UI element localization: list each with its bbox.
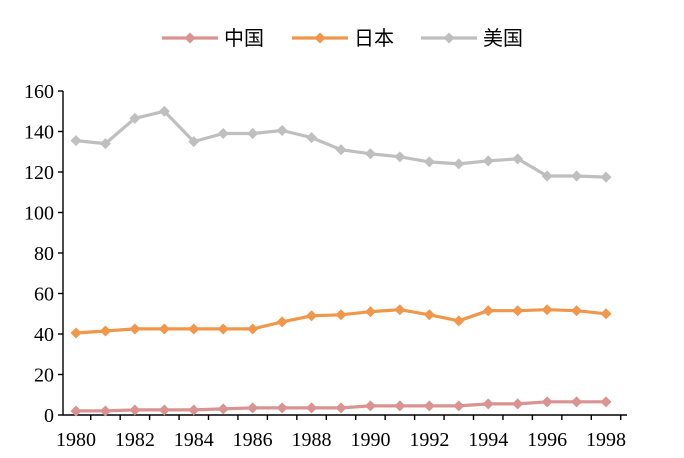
legend-item: 日本	[292, 26, 394, 50]
data-point	[482, 155, 494, 167]
data-point	[571, 305, 583, 317]
data-point	[188, 136, 200, 148]
y-tick-label: 20	[34, 365, 54, 387]
data-point	[512, 398, 524, 410]
data-point	[247, 128, 259, 140]
y-tick-label: 80	[34, 243, 54, 265]
data-point	[335, 402, 347, 414]
data-point	[482, 398, 494, 410]
data-point	[571, 170, 583, 182]
data-point	[276, 402, 288, 414]
legend-marker	[443, 32, 455, 44]
data-point	[600, 396, 612, 408]
data-point	[276, 124, 288, 136]
data-point	[453, 400, 465, 412]
data-point	[217, 323, 229, 335]
data-point	[129, 404, 141, 416]
data-point	[453, 158, 465, 170]
y-tick-label: 60	[34, 284, 54, 306]
data-point	[364, 306, 376, 318]
y-tick-label: 140	[24, 122, 54, 144]
data-point	[423, 156, 435, 168]
data-point	[70, 135, 82, 147]
data-point	[571, 396, 583, 408]
axes: 0 20 40 60 80 100 120 140 160 1980 1982 1984 1986 198…	[24, 81, 627, 451]
data-point	[306, 132, 318, 144]
series-1	[70, 304, 612, 339]
x-tick-label: 1990	[350, 429, 390, 451]
data-point	[99, 325, 111, 337]
data-point	[364, 400, 376, 412]
y-tick-label: 100	[24, 203, 54, 225]
data-point	[423, 309, 435, 321]
x-tick-label: 1984	[174, 429, 214, 451]
series-0	[70, 396, 612, 417]
data-point	[217, 403, 229, 415]
data-point	[188, 404, 200, 416]
data-point	[247, 402, 259, 414]
y-tick-label: 160	[24, 81, 54, 103]
data-point	[512, 153, 524, 165]
data-point	[453, 315, 465, 327]
data-point	[541, 396, 553, 408]
data-point	[70, 327, 82, 339]
data-point	[306, 402, 318, 414]
data-point	[306, 310, 318, 322]
x-tick-label: 1980	[56, 429, 96, 451]
data-point	[158, 404, 170, 416]
legend-label: 美国	[483, 26, 523, 50]
x-tick-label: 1998	[586, 429, 626, 451]
y-tick-label: 40	[34, 324, 54, 346]
data-point	[394, 400, 406, 412]
data-point	[158, 323, 170, 335]
series-2	[70, 105, 612, 183]
legend-item: 美国	[421, 26, 523, 50]
legend-marker	[184, 32, 196, 44]
series-layer	[70, 105, 612, 417]
x-tick-label: 1988	[292, 429, 332, 451]
data-point	[541, 170, 553, 182]
data-point	[129, 112, 141, 124]
legend: 中国 日本 美国	[162, 26, 523, 50]
data-point	[99, 138, 111, 150]
data-point	[276, 316, 288, 328]
data-point	[99, 405, 111, 417]
data-point	[394, 304, 406, 316]
data-point	[129, 323, 141, 335]
data-point	[482, 305, 494, 317]
x-tick-label: 1994	[468, 429, 508, 451]
y-tick-label: 120	[24, 162, 54, 184]
data-point	[335, 309, 347, 321]
data-point	[158, 105, 170, 117]
data-point	[394, 151, 406, 163]
y-tick-label: 0	[44, 405, 54, 427]
x-tick-label: 1996	[527, 429, 567, 451]
data-point	[335, 144, 347, 156]
data-point	[217, 128, 229, 140]
data-point	[188, 323, 200, 335]
x-tick-label: 1992	[409, 429, 449, 451]
x-tick-label: 1982	[115, 429, 155, 451]
data-point	[541, 304, 553, 316]
data-point	[512, 305, 524, 317]
series-line	[75, 109, 607, 179]
data-point	[423, 400, 435, 412]
legend-marker	[314, 32, 326, 44]
data-point	[600, 308, 612, 320]
legend-item: 中国	[162, 26, 264, 50]
x-tick-label: 1986	[233, 429, 273, 451]
legend-label: 日本	[354, 26, 394, 50]
data-point	[364, 148, 376, 160]
legend-label: 中国	[224, 26, 264, 50]
data-point	[70, 405, 82, 417]
data-point	[600, 171, 612, 183]
data-point	[247, 323, 259, 335]
